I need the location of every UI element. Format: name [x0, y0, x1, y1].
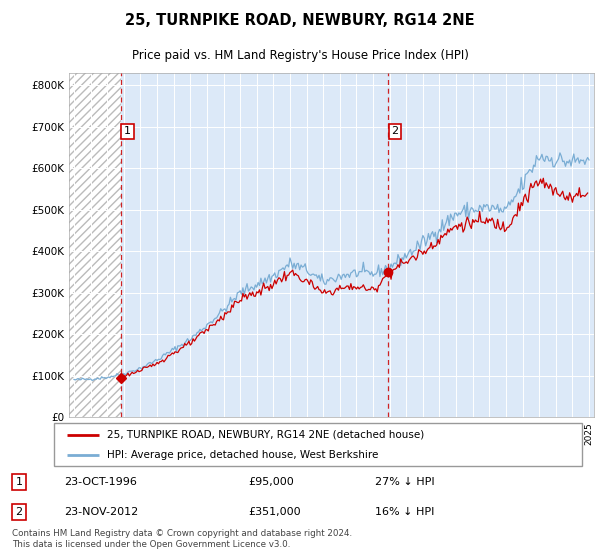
- FancyBboxPatch shape: [54, 423, 582, 466]
- Text: HPI: Average price, detached house, West Berkshire: HPI: Average price, detached house, West…: [107, 450, 378, 460]
- Text: 2: 2: [391, 127, 398, 136]
- Text: Contains HM Land Registry data © Crown copyright and database right 2024.
This d: Contains HM Land Registry data © Crown c…: [12, 529, 352, 549]
- Text: Price paid vs. HM Land Registry's House Price Index (HPI): Price paid vs. HM Land Registry's House …: [131, 49, 469, 62]
- Text: 23-OCT-1996: 23-OCT-1996: [64, 477, 137, 487]
- Text: 25, TURNPIKE ROAD, NEWBURY, RG14 2NE (detached house): 25, TURNPIKE ROAD, NEWBURY, RG14 2NE (de…: [107, 430, 424, 440]
- Text: 16% ↓ HPI: 16% ↓ HPI: [375, 507, 434, 517]
- Text: 23-NOV-2012: 23-NOV-2012: [64, 507, 138, 517]
- Text: 25, TURNPIKE ROAD, NEWBURY, RG14 2NE: 25, TURNPIKE ROAD, NEWBURY, RG14 2NE: [125, 13, 475, 27]
- Text: 1: 1: [124, 127, 131, 136]
- Text: £95,000: £95,000: [248, 477, 294, 487]
- Text: 27% ↓ HPI: 27% ↓ HPI: [375, 477, 434, 487]
- Text: 2: 2: [16, 507, 22, 517]
- Text: £351,000: £351,000: [248, 507, 301, 517]
- Text: 1: 1: [16, 477, 22, 487]
- Bar: [69, 73, 121, 417]
